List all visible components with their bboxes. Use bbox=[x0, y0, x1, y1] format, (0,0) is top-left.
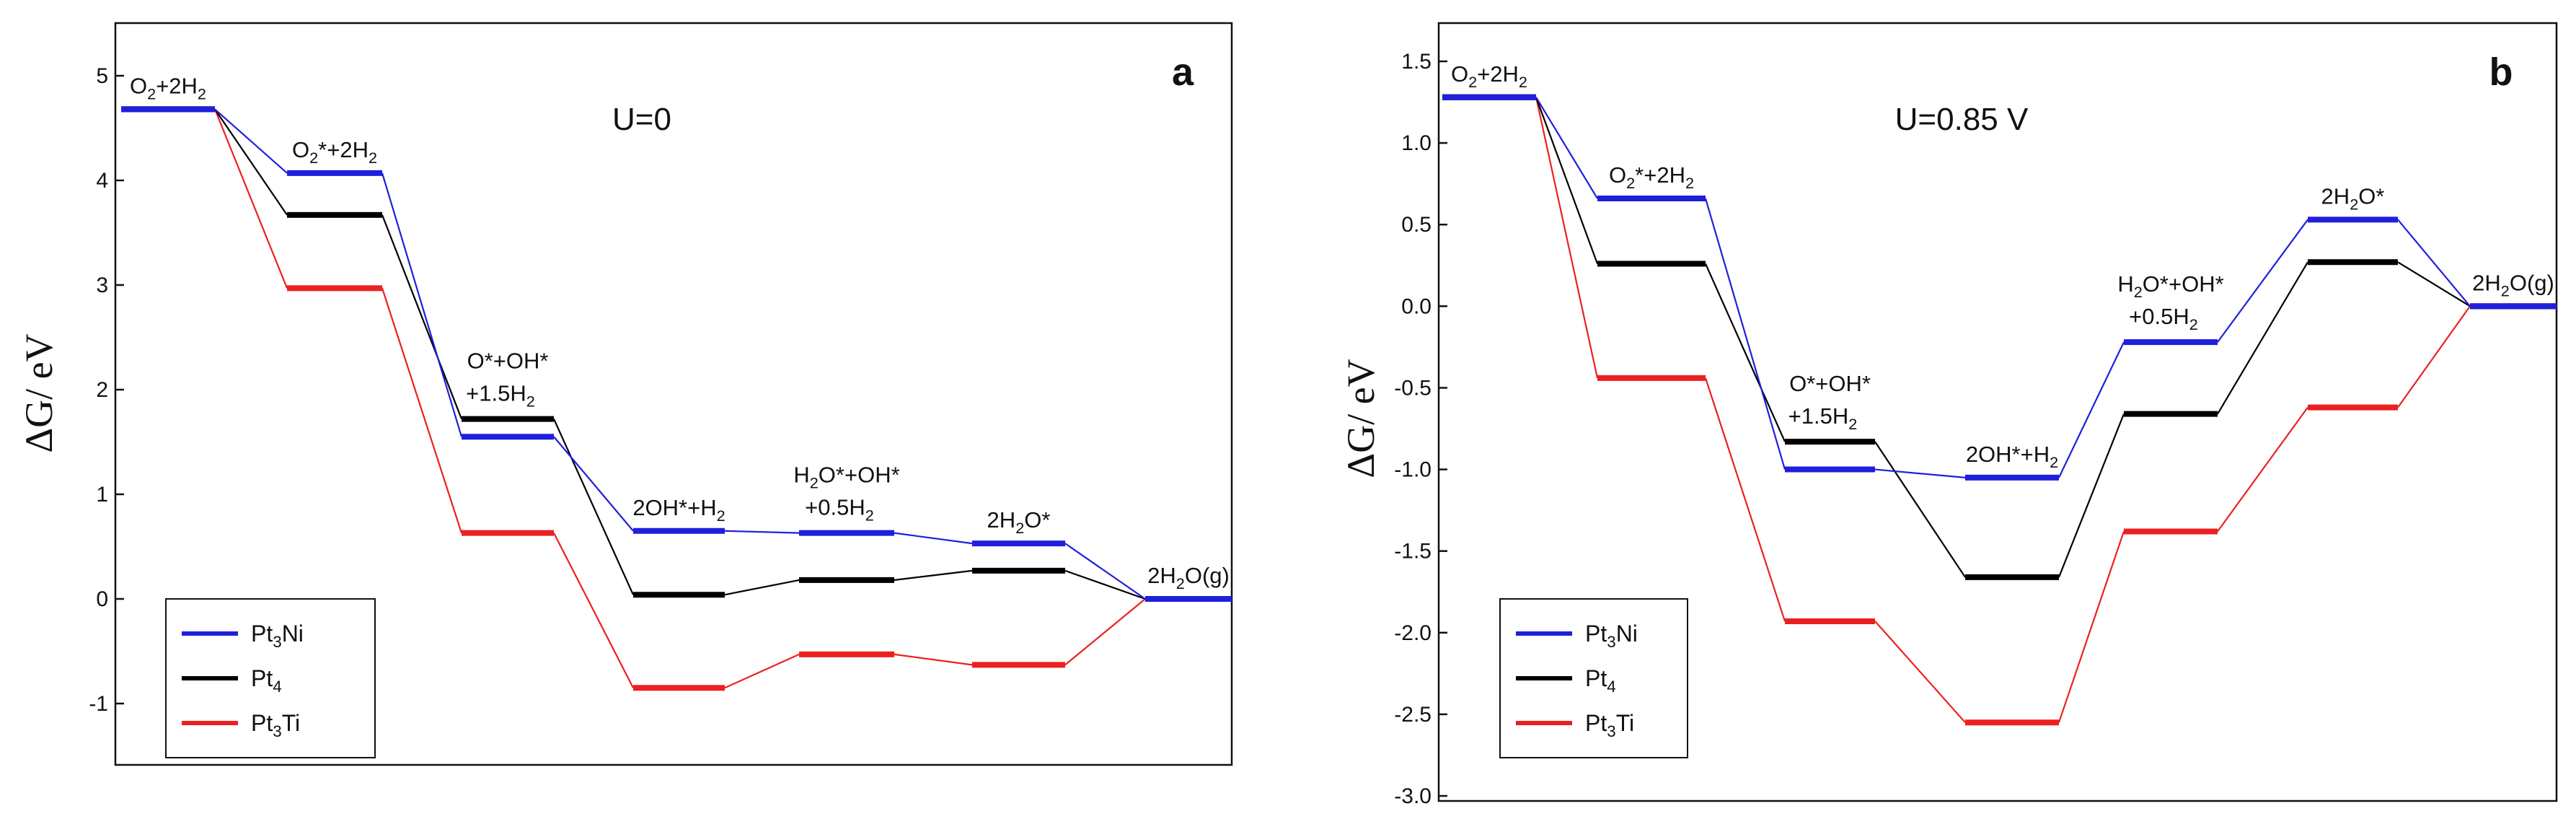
y-tick-label: -1.5 bbox=[1394, 540, 1432, 564]
y-tick-label: 1 bbox=[96, 483, 108, 507]
connector-pt4 bbox=[552, 419, 635, 595]
step-label: O2+2H2 bbox=[1451, 61, 1527, 91]
connector-pt3ti bbox=[553, 533, 634, 688]
connector-pt3ti bbox=[2217, 406, 2308, 533]
legend: Pt3Ni Pt4 Pt3Ti bbox=[165, 598, 376, 758]
plot-frame bbox=[114, 22, 1233, 766]
connector-pt4 bbox=[381, 214, 463, 419]
connector-pt3ti bbox=[1874, 621, 1966, 723]
step-label: 2H2O* bbox=[987, 507, 1051, 537]
connector-pt3ti bbox=[724, 653, 800, 689]
connector-pt3ni bbox=[894, 532, 973, 545]
connector-pt3ti bbox=[213, 108, 288, 289]
connector-pt3ni bbox=[553, 436, 634, 532]
panel-letter: b bbox=[2489, 51, 2513, 94]
panel-a-chart: 5 4 3 2 1 0 -1 ΔG/ eV a U=0 O2+2H2 O2*+2H2 O*+OH* +1.… bbox=[17, 22, 1233, 766]
plot-frame bbox=[1437, 22, 2558, 802]
connector-pt3ti bbox=[2397, 305, 2471, 408]
step-label: 2OH*+H2 bbox=[1966, 442, 2058, 471]
step-label: H2O*+OH* bbox=[793, 463, 899, 492]
connector-pt4 bbox=[894, 569, 973, 581]
connector-pt4 bbox=[2397, 261, 2471, 307]
step-label: O*+OH* bbox=[1789, 371, 1871, 396]
y-tick-label: 4 bbox=[96, 169, 108, 193]
potential-condition: U=0.85 V bbox=[1895, 102, 2029, 137]
y-tick-label: -1.0 bbox=[1394, 458, 1432, 482]
legend-entry: Pt3Ti bbox=[251, 710, 300, 740]
potential-condition: U=0 bbox=[612, 102, 671, 137]
y-tick-label: 0.0 bbox=[1401, 294, 1432, 318]
step-label: O*+OH* bbox=[467, 349, 549, 374]
step-label-line2: +1.5H2 bbox=[1788, 403, 1858, 433]
connector-pt3ni bbox=[381, 172, 463, 437]
y-tick-label: 1.5 bbox=[1401, 50, 1432, 74]
step-label: H2O*+OH* bbox=[2117, 271, 2223, 301]
legend-entry: Pt3Ni bbox=[251, 621, 304, 651]
y-axis-title: ΔG/ eV bbox=[1339, 359, 1382, 478]
y-tick-label: 0.5 bbox=[1401, 213, 1432, 237]
connector-pt3ti bbox=[1535, 97, 1599, 379]
step-label: O2*+2H2 bbox=[292, 137, 377, 167]
y-tick-label: -0.5 bbox=[1394, 376, 1432, 400]
connector-pt3ti bbox=[1064, 598, 1146, 666]
connector-pt4 bbox=[2057, 413, 2125, 578]
step-label-line2: +0.5H2 bbox=[805, 495, 874, 525]
y-tick-label: 2 bbox=[96, 378, 108, 402]
y-tick-label: -2.5 bbox=[1394, 703, 1432, 727]
connector-pt4 bbox=[1064, 569, 1146, 600]
legend: Pt3Ni Pt4 Pt3Ti bbox=[1499, 598, 1688, 758]
connector-pt4 bbox=[2217, 261, 2308, 415]
connector-pt3ni bbox=[2397, 219, 2471, 307]
connector-pt4 bbox=[1874, 441, 1966, 578]
step-label-line2: +1.5H2 bbox=[466, 381, 535, 411]
connector-pt3ni bbox=[1064, 543, 1146, 600]
connector-pt3ni bbox=[1535, 97, 1598, 199]
step-label: O2*+2H2 bbox=[1609, 162, 1694, 192]
connector-pt3ti bbox=[381, 288, 463, 533]
panel-letter: a bbox=[1172, 51, 1194, 94]
legend-entry: Pt3Ti bbox=[1585, 710, 1634, 740]
y-tick-label: 0 bbox=[96, 587, 108, 611]
y-tick-label: 3 bbox=[96, 273, 108, 297]
step-label-line2: +0.5H2 bbox=[2129, 304, 2198, 333]
connector-pt3ni bbox=[214, 108, 288, 174]
step-label: 2H2O* bbox=[2321, 183, 2385, 213]
connector-pt3ti bbox=[2057, 531, 2125, 723]
legend-entry: Pt3Ni bbox=[1585, 621, 1638, 651]
y-tick-label: 5 bbox=[96, 64, 108, 88]
y-tick-label: -3.0 bbox=[1394, 784, 1432, 808]
y-tick-label: 1.0 bbox=[1401, 131, 1432, 155]
step-label: 2H2O(g) bbox=[1147, 563, 1230, 592]
connector-pt4 bbox=[214, 108, 288, 216]
connector-pt4 bbox=[724, 579, 800, 596]
legend-entry: Pt4 bbox=[1585, 665, 1616, 696]
y-axis-title: ΔG/ eV bbox=[17, 333, 61, 452]
connector-pt3ni bbox=[724, 530, 800, 534]
legend-entry: Pt4 bbox=[251, 665, 282, 696]
connector-pt3ti bbox=[894, 653, 973, 666]
step-label: 2H2O(g) bbox=[2472, 270, 2554, 299]
step-label: O2+2H2 bbox=[130, 73, 206, 102]
connector-pt4 bbox=[1535, 97, 1599, 264]
panel-b-chart: 1.5 1.0 0.5 0.0 -0.5 -1.0 -1.5 -2.0 -2.5 -3.0 ΔG/ … bbox=[1339, 22, 2558, 808]
connector-pt3ti bbox=[1704, 377, 1786, 622]
y-tick-label: -1 bbox=[89, 692, 108, 716]
connector-pt4 bbox=[1704, 263, 1786, 442]
step-label: 2OH*+H2 bbox=[632, 495, 725, 525]
connector-pt3ni bbox=[2217, 219, 2308, 343]
connector-pt3ni bbox=[2058, 341, 2125, 478]
y-tick-label: -2.0 bbox=[1394, 621, 1432, 645]
connector-pt3ni bbox=[1874, 468, 1966, 478]
connector-pt3ni bbox=[1704, 198, 1786, 470]
